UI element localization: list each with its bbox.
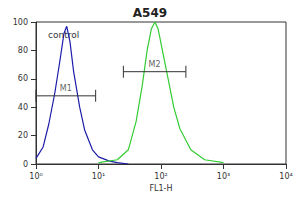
svg-text:60: 60 — [18, 74, 28, 83]
svg-text:0: 0 — [23, 160, 28, 169]
svg-text:10⁴: 10⁴ — [279, 172, 292, 181]
svg-text:40: 40 — [18, 103, 28, 112]
svg-text:M1: M1 — [60, 84, 72, 93]
svg-text:100: 100 — [13, 18, 28, 27]
svg-text:control: control — [48, 29, 80, 40]
svg-text:A549: A549 — [133, 6, 167, 20]
svg-text:10¹: 10¹ — [92, 172, 105, 181]
svg-text:10²: 10² — [154, 172, 167, 181]
svg-text:10³: 10³ — [217, 172, 230, 181]
svg-text:10⁰: 10⁰ — [29, 172, 42, 181]
svg-text:M2: M2 — [149, 60, 161, 69]
svg-text:FL1-H: FL1-H — [149, 184, 172, 193]
svg-text:20: 20 — [18, 131, 28, 140]
svg-text:80: 80 — [18, 46, 28, 55]
